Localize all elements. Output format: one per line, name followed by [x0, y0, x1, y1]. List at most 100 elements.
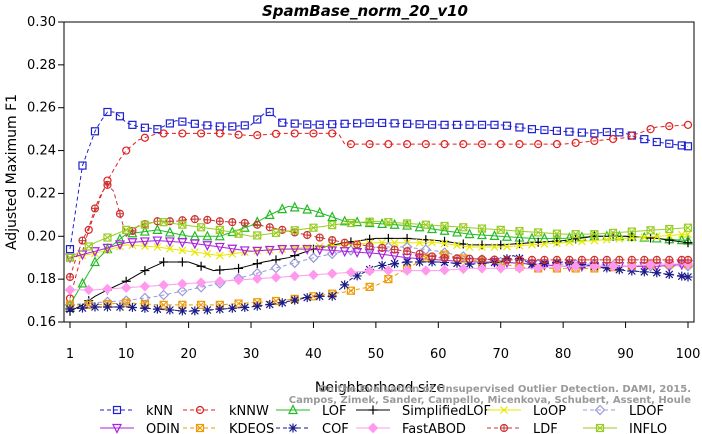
series-line-ldof [69, 246, 688, 306]
data-point-cof [277, 298, 287, 308]
data-point-ldf [627, 255, 636, 264]
data-point-inflo [440, 221, 449, 231]
series-inflo [65, 217, 693, 262]
data-point-ldf [565, 255, 574, 264]
data-point-ldf [602, 255, 611, 264]
data-point-simplifiedlof [627, 232, 637, 242]
data-point-inflo [159, 218, 168, 227]
y-tick-label: 0.16 [27, 315, 56, 330]
x-tick-label: 1 [66, 347, 74, 362]
data-point-knnw [196, 129, 206, 138]
legend-item-knnw: kNNW [183, 404, 269, 419]
data-point-simplifiedlof [683, 238, 693, 248]
data-point-cof [527, 259, 537, 269]
data-point-knn [552, 126, 562, 135]
data-point-knnw [571, 138, 580, 147]
data-point-ldf [502, 255, 512, 264]
data-point-ldf [328, 236, 337, 245]
data-point-knnw [290, 129, 299, 138]
x-tick-label: 60 [430, 347, 447, 362]
series-knn [65, 107, 693, 254]
data-point-fastabod [233, 274, 244, 286]
data-point-fastabod [551, 261, 563, 272]
data-point-inflo [103, 233, 112, 242]
data-point-loop [540, 240, 549, 248]
series-fastabod [64, 258, 694, 296]
legend-label-ldof: LDOF [629, 404, 664, 419]
data-point-inflo [665, 224, 674, 234]
data-point-knn [240, 121, 249, 130]
data-point-fastabod [645, 259, 656, 270]
data-point-lof [377, 218, 388, 228]
data-point-kdeos [365, 282, 374, 291]
data-point-simplifiedlof [159, 257, 169, 267]
data-point-fastabod [439, 264, 450, 276]
data-point-ldof [326, 248, 338, 260]
legend-marker-simplifiedlof [368, 405, 378, 415]
data-point-cof [327, 291, 337, 301]
data-point-knn [128, 120, 137, 129]
data-point-knn [502, 121, 512, 130]
data-point-fastabod [195, 277, 207, 288]
data-point-loop [552, 239, 561, 248]
data-point-odin [302, 245, 313, 255]
data-point-knn [440, 120, 449, 129]
data-point-odin [264, 245, 275, 256]
data-point-fastabod [495, 263, 506, 274]
data-point-knn [278, 118, 287, 127]
series-ldf [65, 180, 693, 282]
legend-marker-kdeos [195, 423, 205, 433]
data-point-simplifiedlof [477, 240, 487, 250]
data-point-knnw [477, 140, 487, 149]
data-point-inflo [534, 228, 543, 237]
data-point-cof [140, 303, 150, 313]
data-point-ldf [465, 254, 474, 263]
data-point-ldf [203, 215, 212, 224]
data-point-knnw [515, 140, 524, 149]
legend-marker-inflo [595, 423, 605, 433]
data-point-knn [303, 120, 312, 129]
data-point-knn [665, 139, 674, 148]
data-point-ldf [440, 253, 449, 263]
data-point-inflo [346, 218, 356, 228]
data-point-ldf [540, 255, 549, 264]
data-point-cof [664, 269, 674, 279]
data-point-knnw [178, 129, 187, 138]
data-point-knn [340, 119, 349, 128]
data-point-ldf [265, 223, 274, 232]
data-point-cof [452, 258, 462, 268]
data-point-fastabod [476, 263, 488, 274]
data-point-knnw [234, 130, 243, 139]
data-point-knnw [496, 140, 505, 149]
y-tick-label: 0.20 [27, 229, 56, 244]
data-point-knnw [159, 129, 168, 138]
legend-marker-odin [112, 423, 122, 434]
x-tick-label: 50 [368, 347, 385, 362]
data-point-inflo [496, 225, 505, 234]
data-point-odin [89, 247, 100, 258]
data-point-simplifiedlof [402, 233, 412, 243]
data-point-knn [103, 107, 112, 117]
data-point-odin [227, 244, 238, 255]
data-point-knnw [84, 225, 93, 234]
data-point-lof [164, 226, 175, 237]
data-point-ldof [139, 292, 151, 304]
data-point-ldf [615, 255, 624, 264]
y-tick-label: 0.18 [27, 272, 56, 287]
data-point-knn [652, 137, 661, 147]
data-point-cof [639, 267, 649, 277]
data-point-lof [477, 229, 487, 240]
data-point-loop [577, 237, 586, 246]
x-tick-label: 100 [676, 347, 701, 362]
legend-marker-knnw [195, 405, 205, 415]
data-point-loop [602, 235, 611, 244]
data-point-fastabod [383, 265, 394, 276]
data-point-cof [683, 272, 693, 282]
data-point-knn [565, 127, 574, 136]
data-point-ldf [78, 236, 87, 245]
data-point-odin [252, 246, 263, 257]
data-point-fastabod [607, 261, 619, 272]
y-axis: 0.16 0.18 0.20 0.22 0.24 0.26 0.28 0.30 [27, 15, 64, 330]
data-point-lof [302, 203, 313, 214]
data-point-ldof [177, 285, 188, 297]
